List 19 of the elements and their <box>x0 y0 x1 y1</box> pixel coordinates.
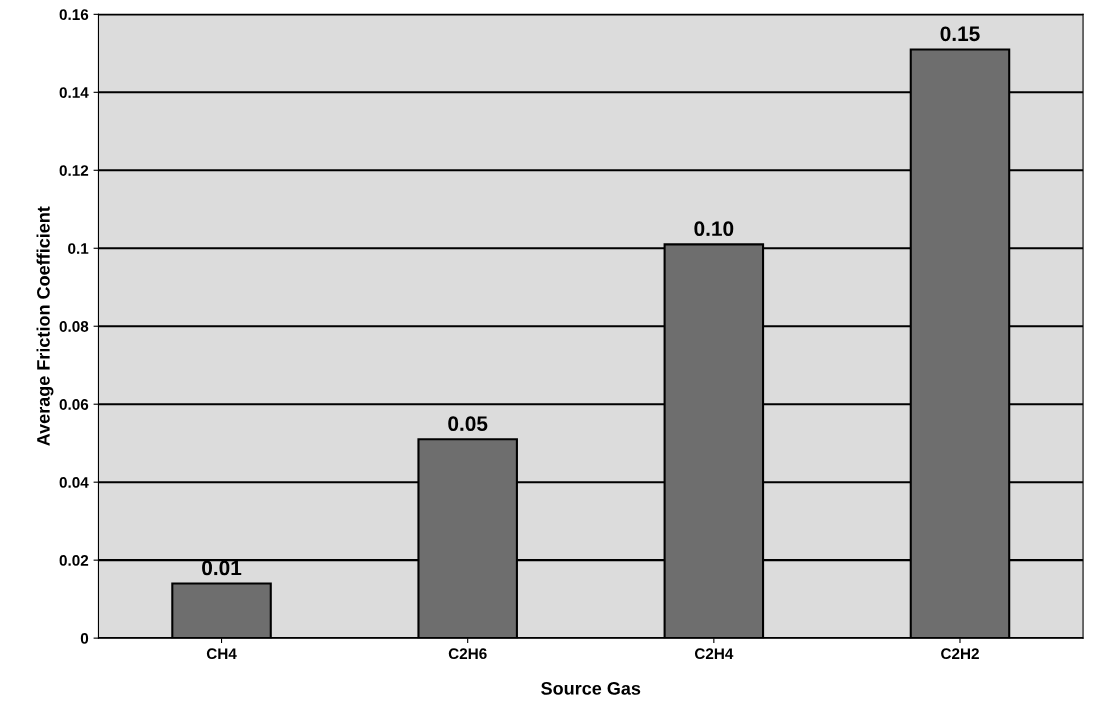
y-tick-label: 0.08 <box>59 321 89 332</box>
x-tick-label: CH4 <box>206 648 237 660</box>
y-tick-label: 0 <box>80 633 89 644</box>
data-label: 0.05 <box>448 416 488 432</box>
x-tick-label: C2H4 <box>694 648 734 660</box>
y-tick-label: 0.14 <box>59 87 89 98</box>
y-axis-title: Average Friction Coefficient <box>36 206 54 446</box>
y-tick-label: 0.02 <box>59 555 89 566</box>
y-tick-label: 0.04 <box>59 477 89 488</box>
x-tick-label: C2H6 <box>448 648 487 660</box>
y-tick-label: 0.1 <box>68 243 89 254</box>
data-label: 0.10 <box>694 221 734 237</box>
data-label: 0.01 <box>202 560 242 576</box>
y-tick-label: 0.16 <box>59 9 89 21</box>
y-tick-label: 0.06 <box>59 399 89 410</box>
data-label: 0.15 <box>940 26 980 42</box>
y-tick-label: 0.12 <box>59 165 89 176</box>
x-axis-title: Source Gas <box>541 682 641 695</box>
x-tick-label: C2H2 <box>941 648 979 660</box>
